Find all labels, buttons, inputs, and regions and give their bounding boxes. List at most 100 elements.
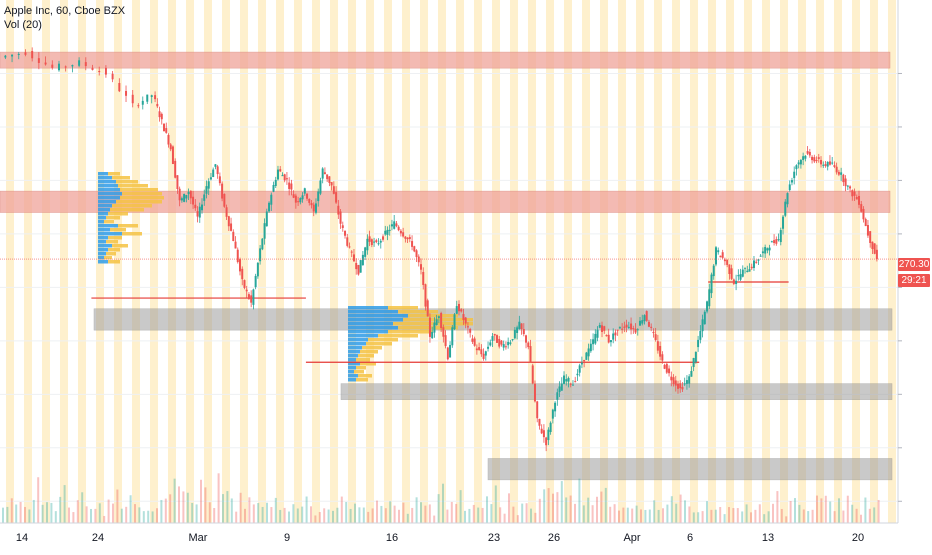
candle-body — [404, 236, 407, 239]
candle-body — [268, 202, 271, 212]
candle-body — [659, 345, 662, 357]
volume-bar — [54, 511, 57, 523]
x-axis-label: 26 — [548, 532, 560, 544]
candle-body — [411, 241, 414, 247]
volume-bar — [248, 497, 251, 523]
volume-bar — [279, 509, 282, 523]
candle-body — [276, 169, 279, 180]
volume-bar — [90, 508, 92, 523]
volume-bar — [842, 510, 845, 523]
volume-bar — [631, 508, 634, 523]
candle-body — [498, 338, 501, 347]
volume-bar — [635, 505, 638, 523]
volume-bar — [314, 515, 317, 523]
candle-body — [464, 317, 467, 324]
candle-body — [545, 437, 548, 446]
candle-body — [516, 327, 519, 333]
volume-bar — [455, 503, 458, 523]
session-stripe — [240, 0, 248, 523]
candle-body — [163, 123, 166, 132]
candle-body — [51, 64, 54, 68]
volume-bar — [508, 493, 510, 523]
candle-body — [198, 206, 201, 218]
candle-body — [650, 326, 653, 328]
candle-body — [118, 83, 121, 92]
candle-body — [799, 160, 802, 165]
candle-body — [178, 188, 181, 201]
candle-body — [484, 351, 487, 356]
volume-bar — [486, 496, 488, 523]
candle-body — [294, 195, 297, 203]
volume-bar — [283, 507, 286, 523]
candle-body — [864, 219, 867, 227]
candle-body — [201, 204, 204, 211]
session-stripe — [726, 0, 734, 523]
candle-body — [504, 346, 507, 348]
candle-body — [875, 249, 878, 260]
candle-body — [480, 349, 483, 355]
candle-body — [355, 262, 358, 270]
profile-a-bar — [98, 196, 120, 200]
profile-b-bar — [408, 314, 458, 318]
candle-body — [493, 333, 496, 336]
volume-bar — [538, 498, 541, 523]
candle-body — [344, 230, 347, 236]
volume-bar — [367, 511, 370, 523]
session-stripe — [150, 0, 158, 523]
volume-bar — [393, 505, 396, 523]
session-stripe — [366, 0, 374, 523]
volume-bar — [178, 486, 180, 523]
candle-body — [230, 223, 233, 231]
volume-bar — [675, 503, 678, 523]
candle-body — [828, 161, 831, 165]
candle-body — [337, 205, 340, 215]
volume-bar — [371, 508, 374, 523]
candle-body — [406, 237, 409, 240]
volume-bar — [547, 488, 550, 523]
profile-b-bar — [368, 338, 398, 342]
candle-body — [811, 156, 814, 161]
support-zone — [93, 308, 893, 331]
volume-bar — [776, 491, 779, 523]
profile-b-bar — [356, 358, 370, 362]
volume-bar — [701, 511, 704, 523]
volume-bar — [138, 507, 141, 523]
session-stripe — [888, 0, 896, 523]
candle-body — [341, 225, 344, 228]
candle-body — [397, 226, 400, 231]
volume-bar — [666, 504, 669, 523]
candle-body — [442, 327, 445, 337]
session-stripe — [42, 0, 50, 523]
volume-bar — [446, 509, 449, 523]
volume-bar — [723, 514, 726, 523]
candle-body — [137, 105, 140, 107]
volume-indicator-title[interactable]: Vol (20) — [4, 19, 42, 31]
candle-body — [755, 261, 758, 263]
candle-body — [203, 194, 206, 201]
x-axis-label: 24 — [92, 532, 104, 544]
symbol-title[interactable]: Apple Inc, 60, Cboe BZX — [4, 5, 126, 17]
volume-bar — [19, 501, 22, 523]
candle-body — [290, 183, 293, 190]
candle-body — [621, 328, 624, 330]
volume-bar — [433, 515, 436, 523]
candle-body — [869, 231, 872, 243]
candle-body — [263, 223, 266, 239]
volume-bar — [217, 473, 220, 523]
session-stripe — [348, 0, 356, 523]
session-stripe — [600, 0, 608, 523]
volume-bar — [767, 511, 770, 523]
candle-body — [661, 354, 664, 361]
candle-body — [853, 191, 856, 196]
volume-bar — [134, 504, 136, 523]
candle-body — [346, 237, 349, 246]
candle-body — [339, 211, 342, 224]
candle-body — [283, 174, 286, 181]
candle-body — [212, 169, 215, 177]
volume-bar — [820, 498, 823, 523]
volume-bar — [68, 507, 70, 523]
profile-b-bar — [348, 354, 358, 358]
candle-body — [332, 186, 335, 194]
